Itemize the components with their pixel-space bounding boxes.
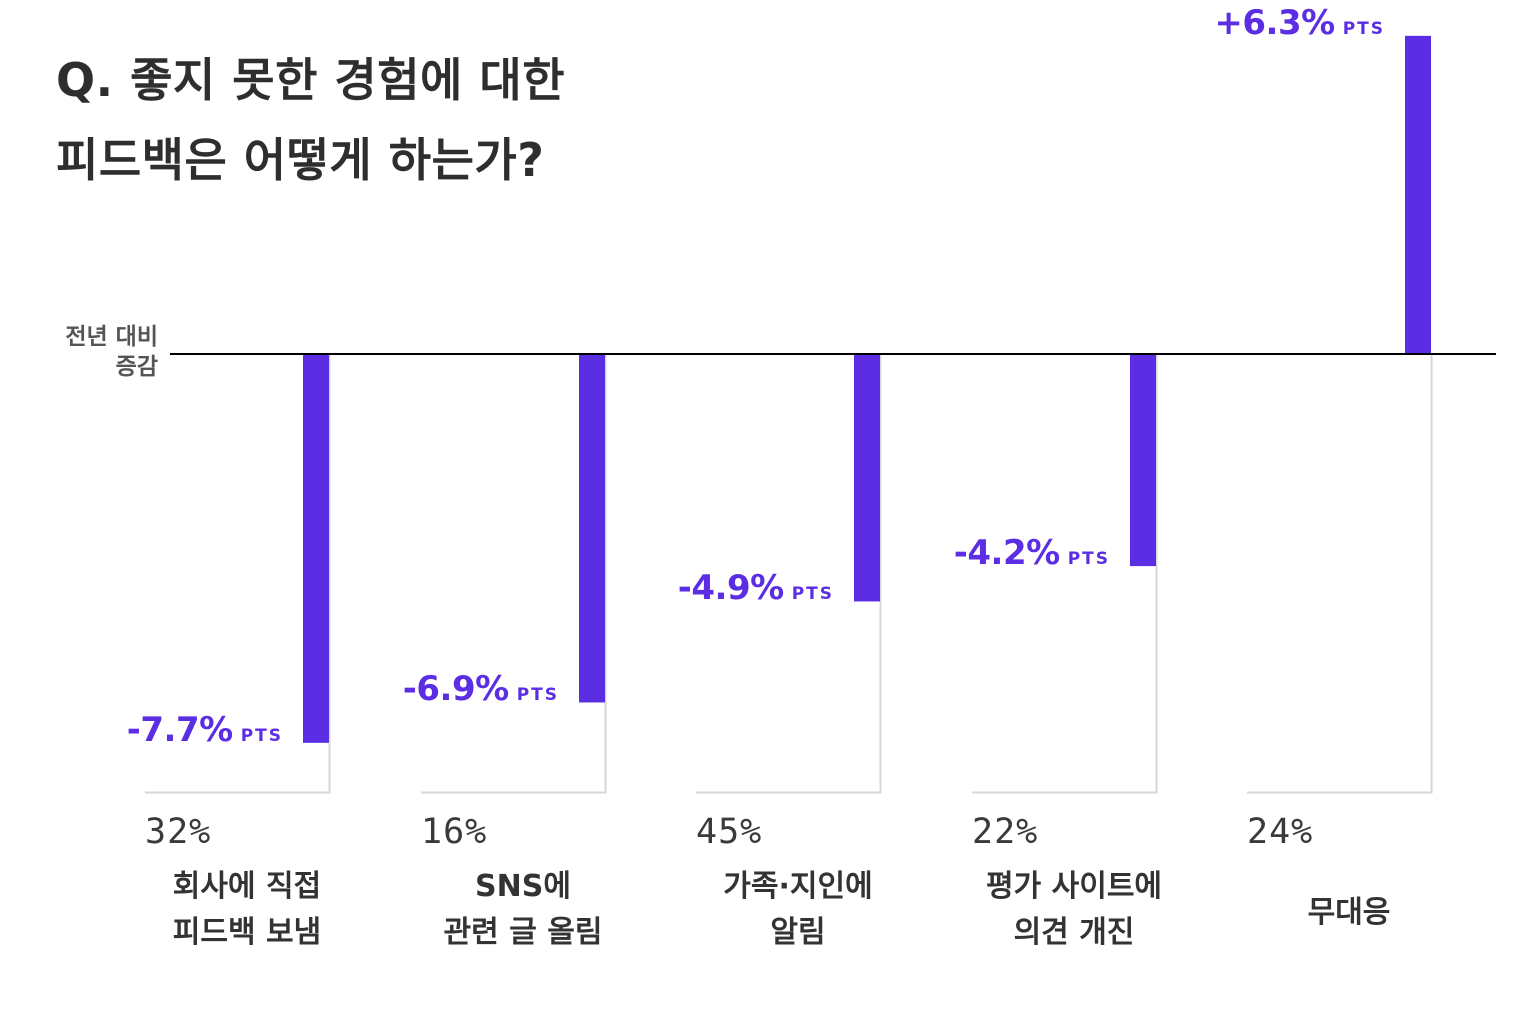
guide-line (421, 354, 607, 794)
category-label-line-1: 무대응 (1307, 895, 1391, 930)
bar (854, 354, 880, 602)
category-label-line-2: 피드백 보냄 (172, 915, 322, 950)
value-label-unit: PTS (240, 725, 283, 746)
value-label-number: -4.9% (677, 568, 784, 609)
share-label: 24% (1247, 812, 1314, 852)
value-label: +6.3% PTS (1214, 2, 1385, 50)
guide-line (145, 354, 331, 794)
category-label-line-1: SNS에 (475, 869, 571, 904)
share-label: 45% (696, 812, 763, 852)
bar (1130, 354, 1156, 567)
value-label-number: -4.2% (953, 533, 1060, 574)
guide-line (1247, 354, 1433, 794)
category-label-line-1: 회사에 직접 (172, 869, 322, 904)
value-label: -4.9% PTS (678, 567, 834, 615)
category-label-line-1: 가족·지인에 (723, 869, 873, 904)
value-label: -6.9% PTS (403, 668, 559, 716)
share-label: 22% (972, 812, 1039, 852)
guide-line (696, 354, 882, 794)
bar (303, 354, 329, 743)
bar (579, 354, 605, 703)
category-label-line-2: 알림 (770, 915, 826, 950)
share-label: 32% (145, 812, 212, 852)
baseline-label-line-1: 전년 대비 (65, 324, 158, 350)
baseline-label-line-2: 증감 (115, 354, 158, 380)
category-label-line-2: 관련 글 올림 (443, 915, 603, 950)
bar (1405, 35, 1431, 354)
category-label-line-1: 평가 사이트에 (985, 869, 1163, 904)
chart-title-line-1: Q. 좋지 못한 경험에 대한 (56, 53, 566, 107)
value-label-number: +6.3% (1214, 2, 1335, 43)
value-label: -7.7% PTS (127, 709, 283, 757)
value-label-number: -7.7% (126, 709, 233, 750)
chart-title-line-2: 피드백은 어떻게 하는가? (56, 133, 545, 187)
value-label-number: -6.9% (402, 669, 509, 710)
share-label: 16% (421, 812, 488, 852)
chart-title: Q. 좋지 못한 경험에 대한 피드백은 어떻게 하는가? (56, 40, 565, 200)
value-label-unit: PTS (791, 584, 834, 605)
category-label-line-2: 의견 개진 (1013, 915, 1135, 950)
value-label-unit: PTS (1067, 549, 1110, 570)
guide-line (972, 354, 1158, 794)
value-label: -4.2% PTS (954, 532, 1110, 580)
category-label: 무대응 (1229, 890, 1469, 936)
value-label-unit: PTS (516, 685, 559, 706)
baseline-label: 전년 대비 증감 (65, 322, 158, 382)
value-label-unit: PTS (1342, 18, 1385, 39)
